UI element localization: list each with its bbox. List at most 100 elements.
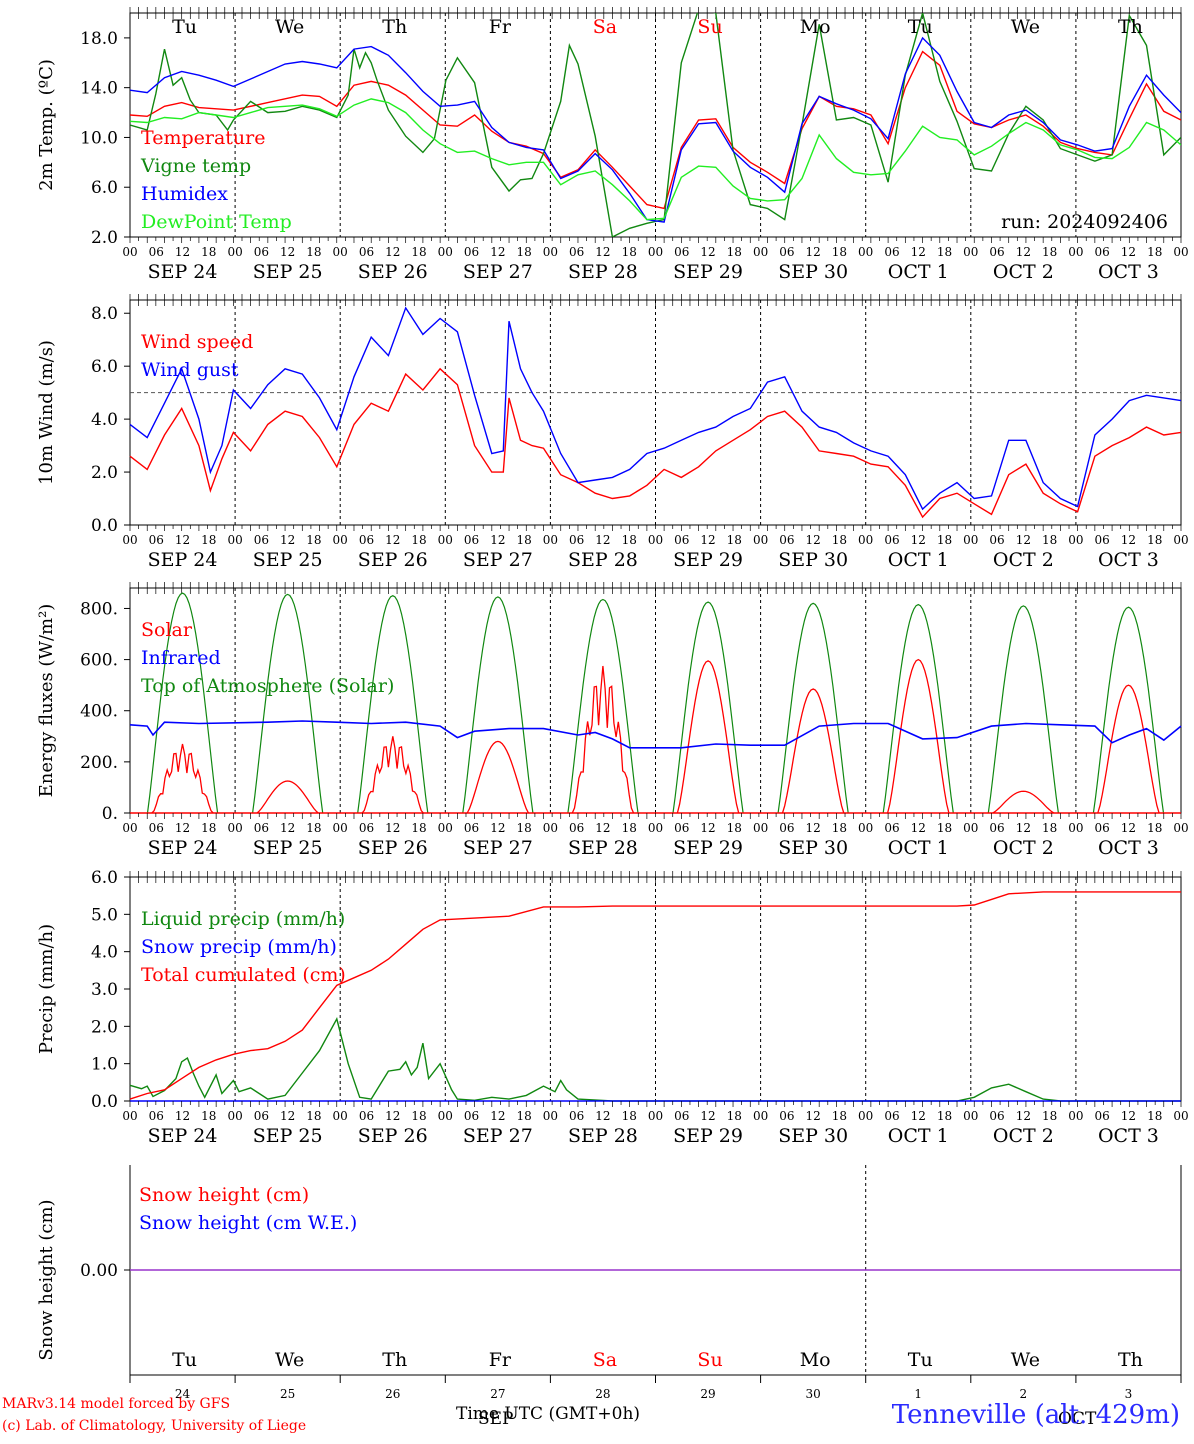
snow-day-number: 25 (280, 1387, 295, 1401)
wind-panel-hour-label: 12 (1016, 533, 1031, 547)
precip-panel-hour-label: 18 (622, 1109, 637, 1123)
energy-panel-hour-label: 06 (569, 821, 584, 835)
wind-panel-hour-label: 00 (1068, 533, 1083, 547)
wind-panel-y-tick-label: 0.0 (91, 516, 118, 536)
wind-panel-hour-label: 06 (674, 533, 689, 547)
precip-panel-hour-label: 12 (175, 1109, 190, 1123)
snow-legend-0: Snow height (cm) (139, 1184, 309, 1206)
energy-panel-y-label: Energy fluxes (W/m²) (36, 604, 57, 798)
temp-series-0 (130, 50, 1181, 210)
precip-panel-hour-label: 00 (1068, 1109, 1083, 1123)
temp-weekday-label: Th (382, 16, 407, 38)
energy-panel-date-label: SEP 24 (148, 837, 218, 859)
precip-series-2 (129, 891, 1181, 1100)
temp-panel-hour-label: 12 (1121, 245, 1136, 259)
wind-panel-date-label: SEP 30 (778, 549, 848, 571)
temp-panel-date-label: OCT 3 (1098, 261, 1159, 283)
precip-panel-hour-label: 00 (543, 1109, 558, 1123)
snow-weekday-label: Tu (908, 1349, 933, 1371)
precip-legend-2: Total cumulated (cm) (141, 964, 346, 986)
wind-panel-hour-label: 00 (543, 533, 558, 547)
temp-panel-hour-label: 12 (385, 245, 400, 259)
energy-panel-y-tick-label: 400. (80, 702, 118, 722)
wind-panel-hour-label: 06 (989, 533, 1004, 547)
toa-curve-day-3 (462, 596, 534, 814)
snow-weekday-label: Sa (593, 1349, 617, 1371)
precip-panel-hour-label: 00 (333, 1109, 348, 1123)
wind-panel-hour-label: 00 (333, 533, 348, 547)
energy-panel-hour-label: 00 (963, 821, 978, 835)
temp-panel-date-label: OCT 1 (888, 261, 949, 283)
energy-panel-hour-label: 12 (280, 821, 295, 835)
wind-panel-hour-label: 06 (779, 533, 794, 547)
precip-panel-date-label: SEP 27 (463, 1125, 533, 1147)
precip-panel-hour-label: 06 (779, 1109, 794, 1123)
wind-panel-hour-label: 00 (963, 533, 978, 547)
wind-series-1 (129, 306, 1182, 511)
temp-panel-hour-label: 12 (280, 245, 295, 259)
temp-panel-hour-label: 00 (122, 245, 137, 259)
temp-panel-y-tick-label: 18.0 (80, 29, 118, 49)
precip-panel-hour-label: 00 (648, 1109, 663, 1123)
temp-series-2 (130, 36, 1181, 223)
energy-panel-hour-label: 00 (122, 821, 137, 835)
energy-panel-date-label: SEP 26 (358, 837, 428, 859)
snow-weekday-label: Tu (172, 1349, 197, 1371)
energy-panel-hour-label: 12 (911, 821, 926, 835)
wind-panel-hour-label: 12 (911, 533, 926, 547)
infrared-series (129, 720, 1182, 749)
energy-panel-hour-label: 00 (858, 821, 873, 835)
energy-panel-hour-label: 12 (1121, 821, 1136, 835)
temp-panel-hour-label: 00 (227, 245, 242, 259)
energy-panel-date-label: SEP 27 (463, 837, 533, 859)
precip-panel-hour-label: 12 (1121, 1109, 1136, 1123)
snow-day-number: 27 (490, 1387, 505, 1401)
snow-y-label: Snow height (cm) (36, 1199, 57, 1360)
wind-panel-y-label: 10m Wind (m/s) (36, 340, 57, 485)
precip-panel-date-label: OCT 1 (888, 1125, 949, 1147)
energy-legend-0: Solar (141, 619, 193, 641)
temp-panel-y-tick-label: 14.0 (80, 79, 118, 99)
temp-panel-hour-label: 06 (569, 245, 584, 259)
energy-panel-hour-label: 06 (149, 821, 164, 835)
precip-panel-hour-label: 12 (595, 1109, 610, 1123)
month-label-sep: SEP (478, 1409, 514, 1429)
snow-weekday-label: Th (382, 1349, 407, 1371)
temp-legend-1: Vigne temp (140, 155, 251, 177)
temp-panel-y-tick-label: 2.0 (91, 228, 118, 248)
precip-panel-hour-label: 12 (911, 1109, 926, 1123)
wind-panel-hour-label: 06 (464, 533, 479, 547)
temp-weekday-label: Mo (800, 16, 831, 38)
temp-panel-hour-label: 00 (1173, 245, 1188, 259)
temp-weekday-label: We (275, 16, 304, 38)
temp-panel-hour-label: 06 (884, 245, 899, 259)
wind-panel-hour-label: 12 (1121, 533, 1136, 547)
temp-weekday-label: Th (1118, 16, 1143, 38)
temp-series-3 (130, 98, 1181, 221)
temp-panel-hour-label: 06 (254, 245, 269, 259)
precip-panel-date-label: SEP 28 (568, 1125, 638, 1147)
temp-panel-date-label: SEP 26 (358, 261, 428, 283)
temp-panel-hour-label: 00 (858, 245, 873, 259)
temp-panel-y-tick-label: 10.0 (80, 128, 118, 148)
energy-panel-hour-label: 18 (201, 821, 216, 835)
wind-panel-hour-label: 12 (385, 533, 400, 547)
precip-panel-hour-label: 06 (1095, 1109, 1110, 1123)
energy-panel-hour-label: 00 (333, 821, 348, 835)
wind-panel-hour-label: 18 (411, 533, 426, 547)
precip-series-0 (129, 1017, 1181, 1102)
wind-panel-date-label: SEP 29 (673, 549, 743, 571)
energy-panel-hour-label: 18 (727, 821, 742, 835)
wind-panel-date-label: SEP 25 (253, 549, 323, 571)
temp-panel-hour-label: 06 (149, 245, 164, 259)
temp-legend-2: Humidex (141, 183, 228, 205)
wind-panel-hour-label: 12 (700, 533, 715, 547)
precip-panel-date-label: SEP 25 (253, 1125, 323, 1147)
precip-panel-hour-label: 06 (674, 1109, 689, 1123)
wind-panel-hour-label: 06 (1095, 533, 1110, 547)
snow-weekday-label: Th (1118, 1349, 1143, 1371)
temp-panel-hour-label: 06 (464, 245, 479, 259)
energy-panel-hour-label: 00 (1068, 821, 1083, 835)
precip-panel-y-tick-label: 4.0 (91, 943, 118, 963)
snow-weekday-label: Su (697, 1349, 722, 1371)
